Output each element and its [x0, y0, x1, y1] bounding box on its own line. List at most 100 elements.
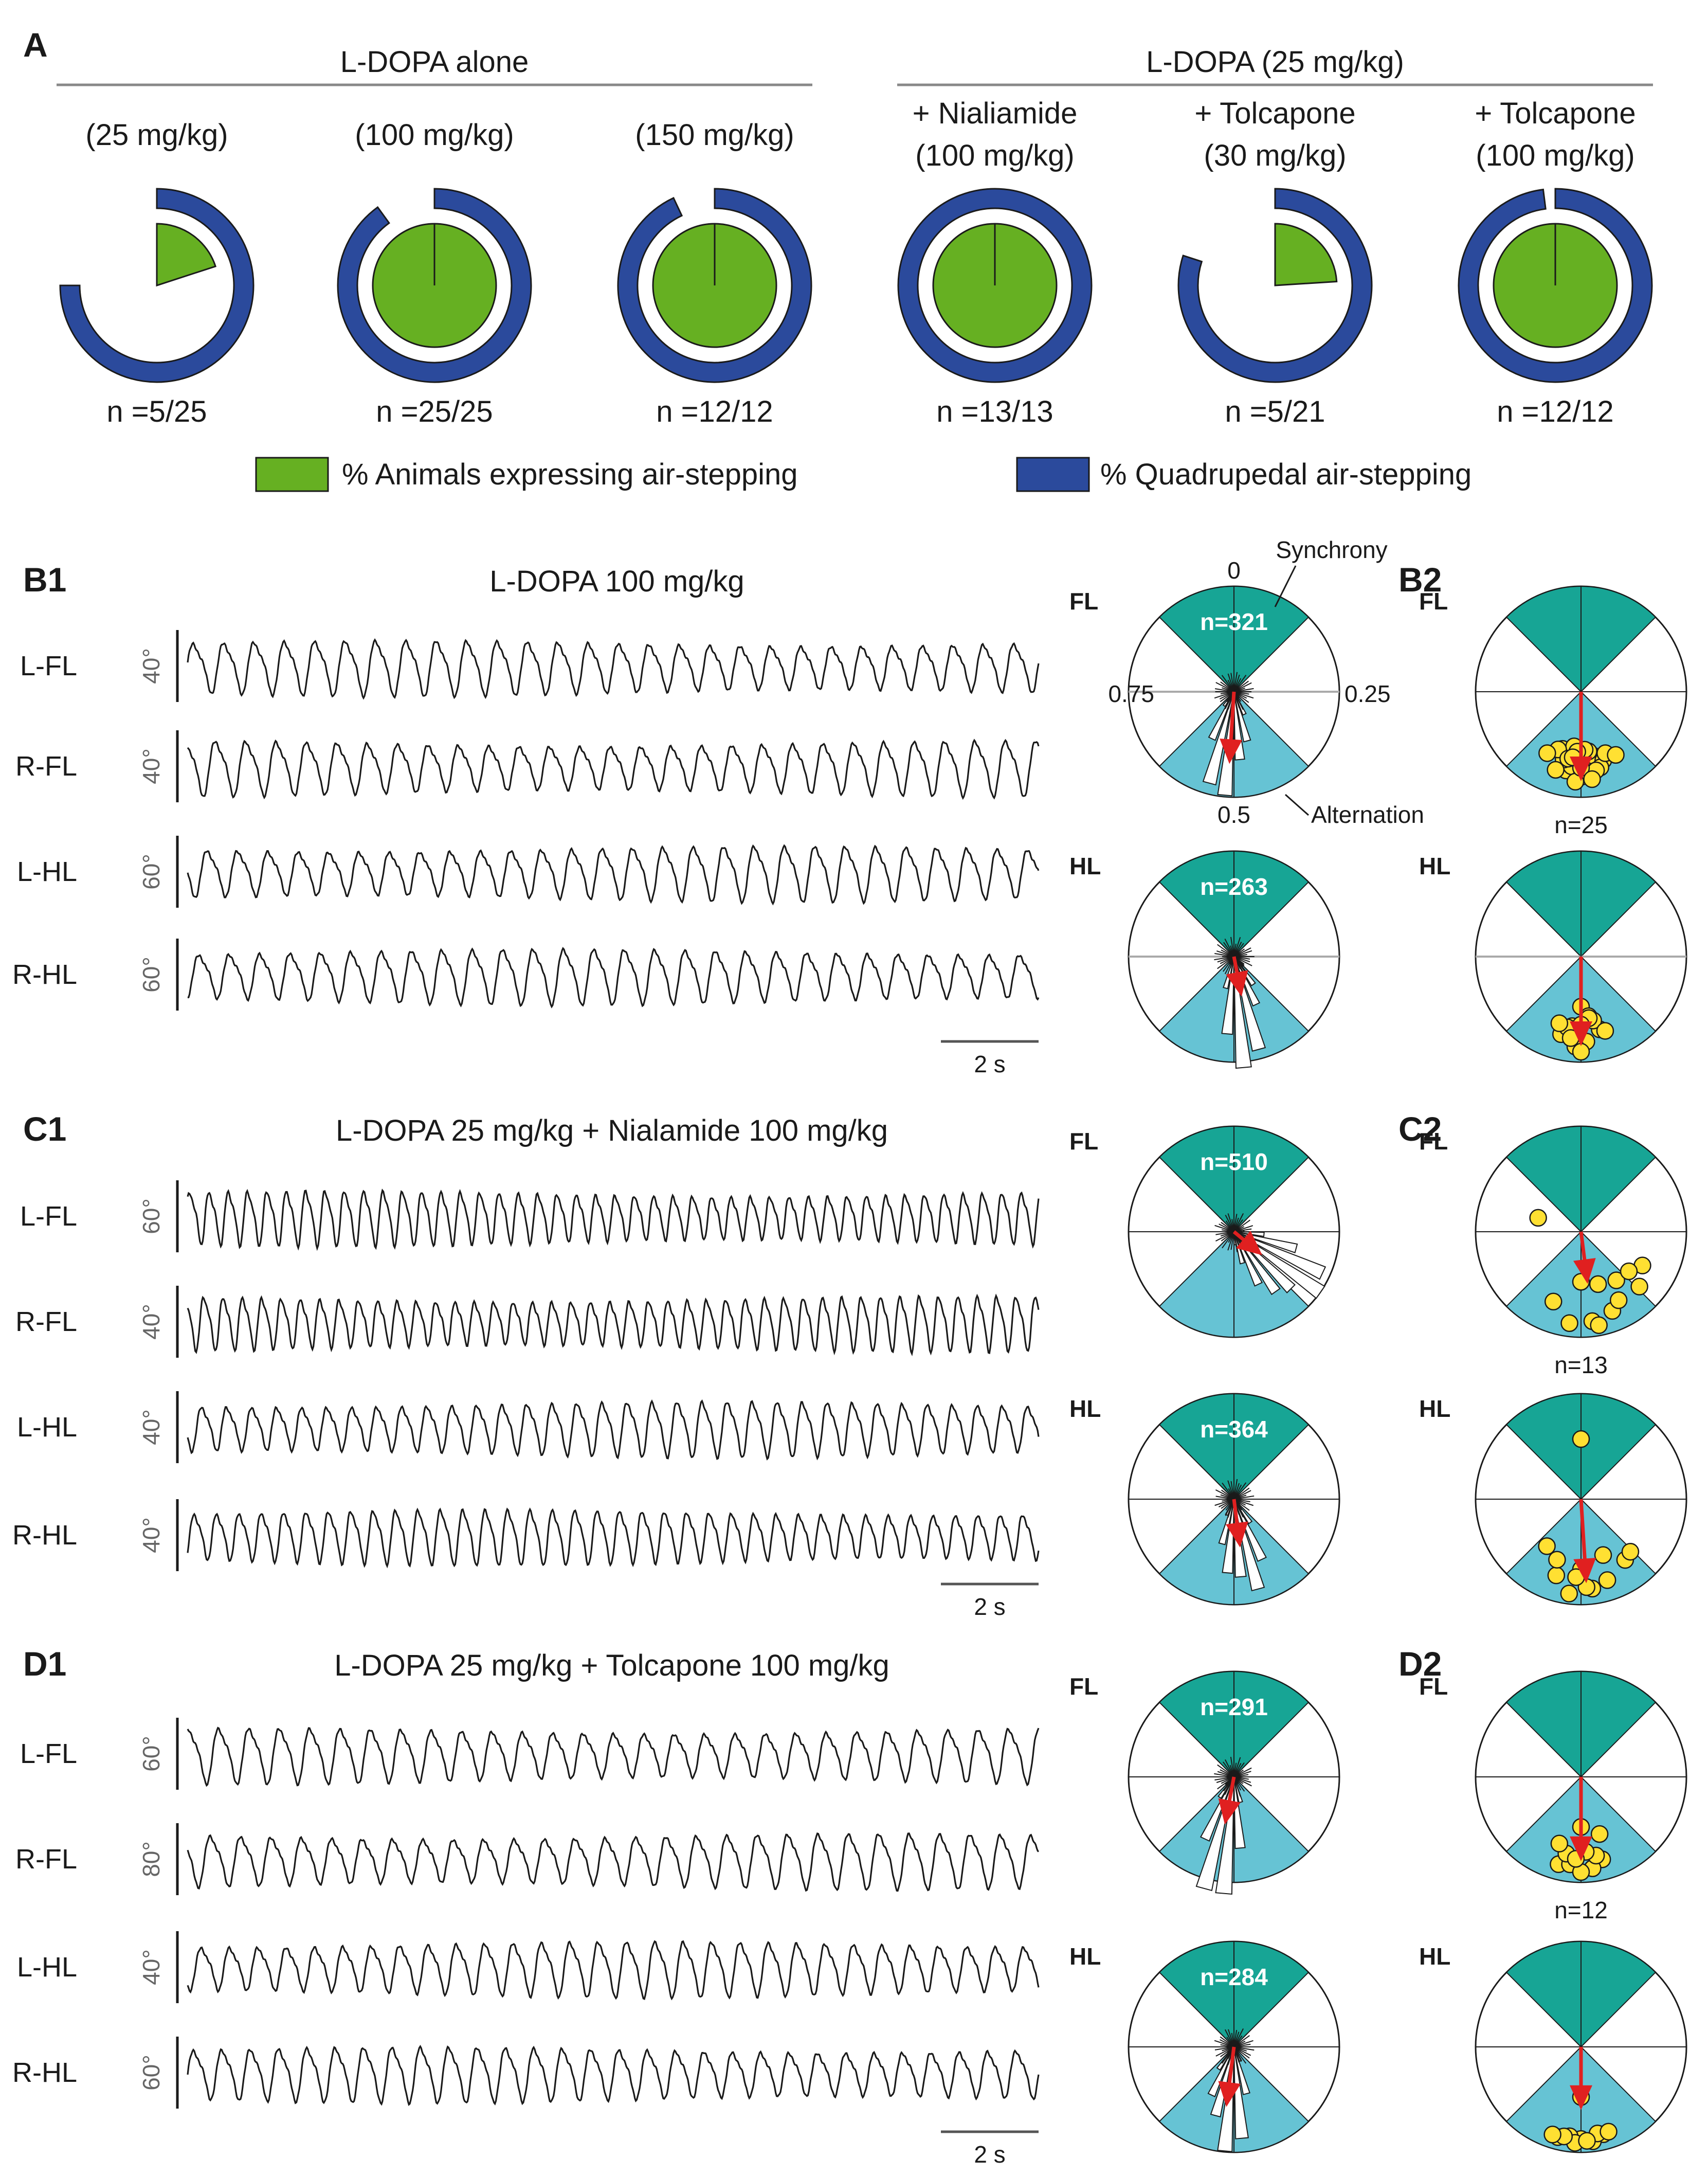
animal-dot	[1529, 1209, 1547, 1227]
rose-center-spike	[1233, 942, 1249, 957]
group-plot-fl-2: FL	[1419, 1125, 1687, 1338]
animal-dot	[1630, 1278, 1648, 1296]
rose-center-spike	[1233, 1762, 1249, 1777]
pie-n-count: n =5/21	[1225, 395, 1325, 428]
animal-dot	[1621, 1542, 1640, 1561]
pie-chart-5: + Tolcapone (30 mg/kg) n =5/21	[1177, 97, 1373, 428]
group-plot-hl-1: HL	[1419, 850, 1687, 1063]
animal-dot	[1607, 746, 1625, 764]
limb-label: FL	[1419, 1673, 1448, 1700]
pie-label-top: + Tolcapone	[1475, 97, 1636, 130]
limb-label: FL	[1069, 588, 1098, 615]
animal-dot	[1572, 1430, 1590, 1448]
arrow-head	[1573, 1558, 1596, 1584]
circular-plot-area: FLn=321FLHLn=263HLn=25FLn=510FLHLn=364HL…	[1069, 585, 1687, 2153]
animal-dot	[1543, 2126, 1561, 2144]
arrow-head	[1218, 1798, 1241, 1825]
trace-panel-c1: L-FL 60° R-FL 40° L-HL 40° R-HL 40° 2 s	[12, 1180, 1040, 1620]
trace-r-hl: R-HL 60°	[12, 2037, 1040, 2109]
rose-center-spike	[1230, 1756, 1234, 1777]
limb-label: HL	[1069, 1943, 1101, 1970]
pie-row: (25 mg/kg) n =5/25 (100 mg/kg) n =25/25 (150…	[59, 97, 1653, 428]
trace-area: L-FL 40°R-FL 40°L-HL 60°R-HL 60°2 sL-FL 60°R-…	[12, 630, 1040, 2168]
step-count: n=291	[1200, 1694, 1268, 1720]
group-title-combo: L-DOPA (25 mg/kg)	[1146, 45, 1404, 79]
pie-label-dose: (30 mg/kg)	[1204, 139, 1346, 172]
angle-scale-label: 40°	[138, 1409, 165, 1445]
angle-scale-label: 60°	[138, 957, 165, 993]
panel-label-b2: B2	[1398, 561, 1442, 599]
phase-rose-fl-2: FL n=510	[1069, 1125, 1340, 1338]
rose-bin	[1233, 1499, 1265, 1592]
trace-r-hl: R-HL 40°	[12, 1499, 1040, 1571]
animal-dot	[1589, 1275, 1607, 1293]
phase-rose-hl-1: HL n=263	[1069, 850, 1340, 1069]
pie-n-count: n =12/12	[656, 395, 773, 428]
channel-label: R-FL	[15, 1306, 77, 1337]
rose-center-spike	[1221, 675, 1234, 692]
rose-bin	[1233, 1231, 1327, 1280]
trace-r-hl: R-HL 60°	[12, 939, 1040, 1011]
rose-center-spike	[1233, 1213, 1244, 1232]
rose-center-spike	[1222, 1482, 1234, 1500]
trace-r-fl: R-FL 40°	[15, 1286, 1040, 1358]
quadrupedal-ring	[337, 188, 532, 383]
angle-scale-label: 40°	[138, 748, 165, 784]
arrow-head	[1220, 739, 1243, 764]
limb-label: FL	[1069, 1673, 1098, 1700]
rose-center-spike	[1214, 691, 1234, 699]
rose-center-spike	[1219, 2032, 1234, 2047]
channel-label: L-HL	[17, 1412, 77, 1443]
channel-label: L-FL	[20, 1738, 77, 1769]
rose-center-spike	[1233, 1479, 1238, 1500]
channel-label: L-FL	[20, 1201, 77, 1232]
group-n-label: n=12	[1554, 1897, 1608, 1923]
animals-wedge	[156, 223, 217, 287]
trace-panel-d1: L-FL 60° R-FL 80° L-HL 40° R-HL 60° 2 s	[12, 1718, 1040, 2168]
arrow-head	[1570, 1021, 1592, 1046]
panel-label-d2: D2	[1398, 1645, 1442, 1683]
panel-label-a: A	[23, 26, 48, 64]
angle-scale-label: 80°	[138, 1841, 165, 1877]
rose-center-spike	[1219, 1499, 1234, 1514]
animal-dot	[1583, 770, 1601, 788]
animal-dot	[1607, 1271, 1625, 1289]
rose-center-spike	[1217, 956, 1234, 969]
rose-center-spike	[1214, 1499, 1234, 1506]
step-count: n=284	[1200, 1964, 1268, 1990]
trace-line	[187, 1940, 1040, 2001]
trace-l-fl: L-FL 60°	[20, 1718, 1040, 1790]
rose-center-spike	[1233, 688, 1254, 692]
group-plot-fl-1: FL	[1419, 585, 1687, 798]
pie-label-top: + Tolcapone	[1194, 97, 1355, 130]
panel-label-c1: C1	[23, 1110, 66, 1148]
trace-line	[187, 844, 1040, 906]
angle-scale-label: 40°	[138, 1304, 165, 1340]
rose-center-spike	[1233, 1767, 1252, 1777]
rose-center-spike	[1233, 672, 1238, 692]
animal-dot	[1547, 1566, 1566, 1585]
phase-rose-fl-1: FL n=321	[1069, 585, 1340, 798]
animal-dot	[1600, 2122, 1618, 2141]
pie-chart-1: (25 mg/kg) n =5/25	[59, 118, 255, 428]
channel-label: R-FL	[15, 1844, 77, 1875]
animal-dot	[1590, 1316, 1608, 1334]
animal-dot	[1548, 1551, 1566, 1569]
rose-center-spike	[1233, 1225, 1253, 1232]
phase-025-label: 0.25	[1344, 680, 1391, 707]
animal-dot	[1598, 1571, 1616, 1589]
trace-line	[187, 1832, 1040, 1892]
group-plot-hl-2: HL	[1419, 1393, 1687, 1606]
quadrupedal-ring	[1177, 188, 1373, 383]
quadrupedal-ring	[1458, 188, 1653, 383]
rose-center-spike	[1233, 1495, 1255, 1500]
trace-r-fl: R-FL 80°	[15, 1823, 1040, 1895]
animal-dot	[1547, 761, 1565, 779]
phase-rose-fl-3: FL n=291	[1069, 1670, 1340, 1895]
rose-center-spike	[1233, 2040, 1253, 2047]
rose-center-spike	[1219, 1217, 1234, 1232]
rose-center-spike	[1230, 1481, 1234, 1500]
trace-line	[187, 739, 1040, 800]
pie-n-count: n =12/12	[1497, 395, 1613, 428]
quadrupedal-ring	[59, 188, 255, 383]
